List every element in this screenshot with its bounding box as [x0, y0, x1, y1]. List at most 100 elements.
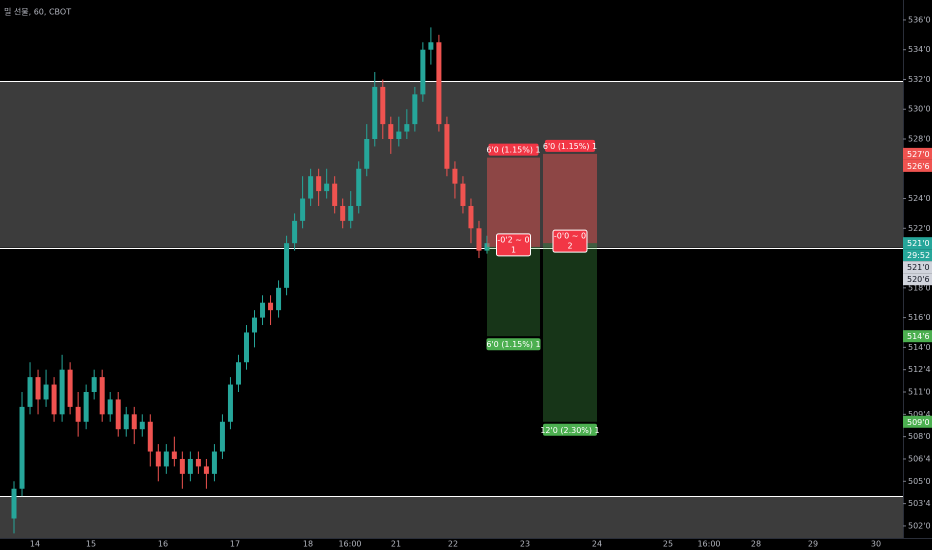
price-badge-bg	[903, 261, 932, 274]
price-badge-text: 514'6	[907, 332, 930, 341]
price-badge: 514'6	[903, 330, 932, 343]
candle-body	[59, 369, 65, 415]
x-tick-label: 25	[663, 540, 673, 549]
price-badge-bg	[903, 415, 932, 428]
target-label: 6'0 (1.15%) 1	[486, 338, 541, 351]
x-tick-label: 28	[751, 540, 761, 549]
stop-label-text: 6'0 (1.15%) 1	[543, 142, 597, 151]
candle-body	[444, 124, 450, 169]
y-tick-label: 516'0	[908, 313, 931, 322]
y-tick-label: 522'0	[908, 224, 931, 233]
price-badge-bg	[903, 159, 932, 172]
candle-body	[43, 384, 49, 400]
candle-body	[452, 168, 458, 184]
y-tick-label: 511'0	[908, 388, 931, 397]
y-tick-label: 509'4	[908, 410, 931, 419]
center-label: -0'0 ~ 02	[552, 229, 588, 253]
zone	[0, 80, 903, 248]
price-badge: 520'6	[903, 273, 932, 286]
x-tick-label: 23	[520, 540, 530, 549]
price-badge-text: 509'0	[907, 418, 930, 427]
target-label: 12'0 (2.30%) 1	[540, 423, 600, 436]
candle-body	[340, 205, 346, 221]
candle-body	[436, 42, 442, 125]
center-label-bg	[552, 229, 588, 253]
price-badge: 521'0	[903, 237, 932, 250]
y-tick-label: 532'0	[908, 75, 931, 84]
countdown: 29:52	[907, 251, 930, 260]
y-tick-label: 518'0	[908, 283, 931, 292]
candle-body	[163, 451, 169, 467]
candle-body	[332, 183, 338, 206]
x-tick-label: 14	[30, 540, 40, 549]
candle-body	[99, 377, 105, 415]
candle-body	[131, 414, 137, 430]
candle-body	[83, 392, 89, 422]
candle-body	[476, 228, 482, 251]
candle-body	[27, 377, 33, 407]
price-badge: 527'0	[903, 147, 932, 160]
candle-body	[211, 451, 217, 474]
x-tick-label: 29	[808, 540, 818, 549]
chart-title: 밀 선물, 60, CBOT	[4, 8, 71, 17]
stop-zone	[543, 153, 597, 244]
candle-body	[348, 205, 354, 221]
stop-zone	[487, 157, 540, 247]
price-badge: 509'0	[903, 415, 932, 428]
price-badge-bg	[903, 147, 932, 160]
candle-body	[35, 377, 41, 400]
candle-body	[243, 332, 249, 363]
y-tick-label: 514'0	[908, 343, 931, 352]
candle-body	[171, 451, 177, 459]
x-tick-label: 15	[86, 540, 96, 549]
candle-body	[276, 287, 282, 311]
candle-body	[227, 384, 233, 422]
candle-body	[219, 421, 225, 452]
y-tick-label: 506'4	[908, 454, 931, 463]
candle-body	[91, 377, 97, 393]
y-tick-label: 502'0	[908, 521, 931, 530]
center-label-line: 1	[511, 245, 516, 254]
y-tick-label: 534'0	[908, 45, 931, 54]
candle-body	[187, 458, 193, 474]
center-label-line: -0'0 ~ 0	[554, 232, 586, 241]
candle-body	[11, 488, 17, 519]
zone	[0, 496, 903, 538]
stop-label-text: 6'0 (1.15%) 1	[486, 146, 540, 155]
candle-body	[468, 205, 474, 229]
stop-label: 6'0 (1.15%) 1	[543, 139, 597, 152]
candle-body	[107, 399, 113, 415]
candle-body	[460, 183, 466, 206]
x-tick-label: 22	[448, 540, 458, 549]
price-badge-text: 526'6	[907, 162, 930, 171]
price-badge-bg	[903, 237, 932, 250]
x-tick-label: 16:00	[697, 540, 720, 549]
candle-body	[147, 421, 153, 452]
y-tick-label: 536'0	[908, 15, 931, 24]
candle-body	[356, 168, 362, 206]
candle-body	[260, 302, 266, 318]
price-badge-text: 521'0	[907, 263, 930, 272]
candle-body	[420, 49, 426, 95]
price-badge-text: 527'0	[907, 150, 930, 159]
x-tick-label: 16	[158, 540, 168, 549]
candle-body	[179, 458, 185, 474]
y-tick-label: 512'4	[908, 365, 931, 374]
candle-body	[123, 414, 129, 430]
candle-body	[155, 451, 161, 467]
x-tick-label: 18	[303, 540, 313, 549]
candle-body	[235, 362, 241, 385]
candle-body	[412, 94, 418, 125]
center-label-line: 2	[567, 242, 572, 251]
candle-body	[19, 406, 25, 489]
candle-body	[308, 176, 314, 199]
candle-body	[203, 466, 209, 474]
target-zone	[543, 243, 597, 422]
y-tick-label: 508'0	[908, 432, 931, 441]
candle-body	[115, 399, 121, 430]
y-tick-label: 503'4	[908, 499, 931, 508]
candle-body	[252, 317, 258, 333]
price-badge-text: 520'6	[907, 275, 930, 284]
center-label: -0'2 ~ 01	[496, 233, 531, 257]
